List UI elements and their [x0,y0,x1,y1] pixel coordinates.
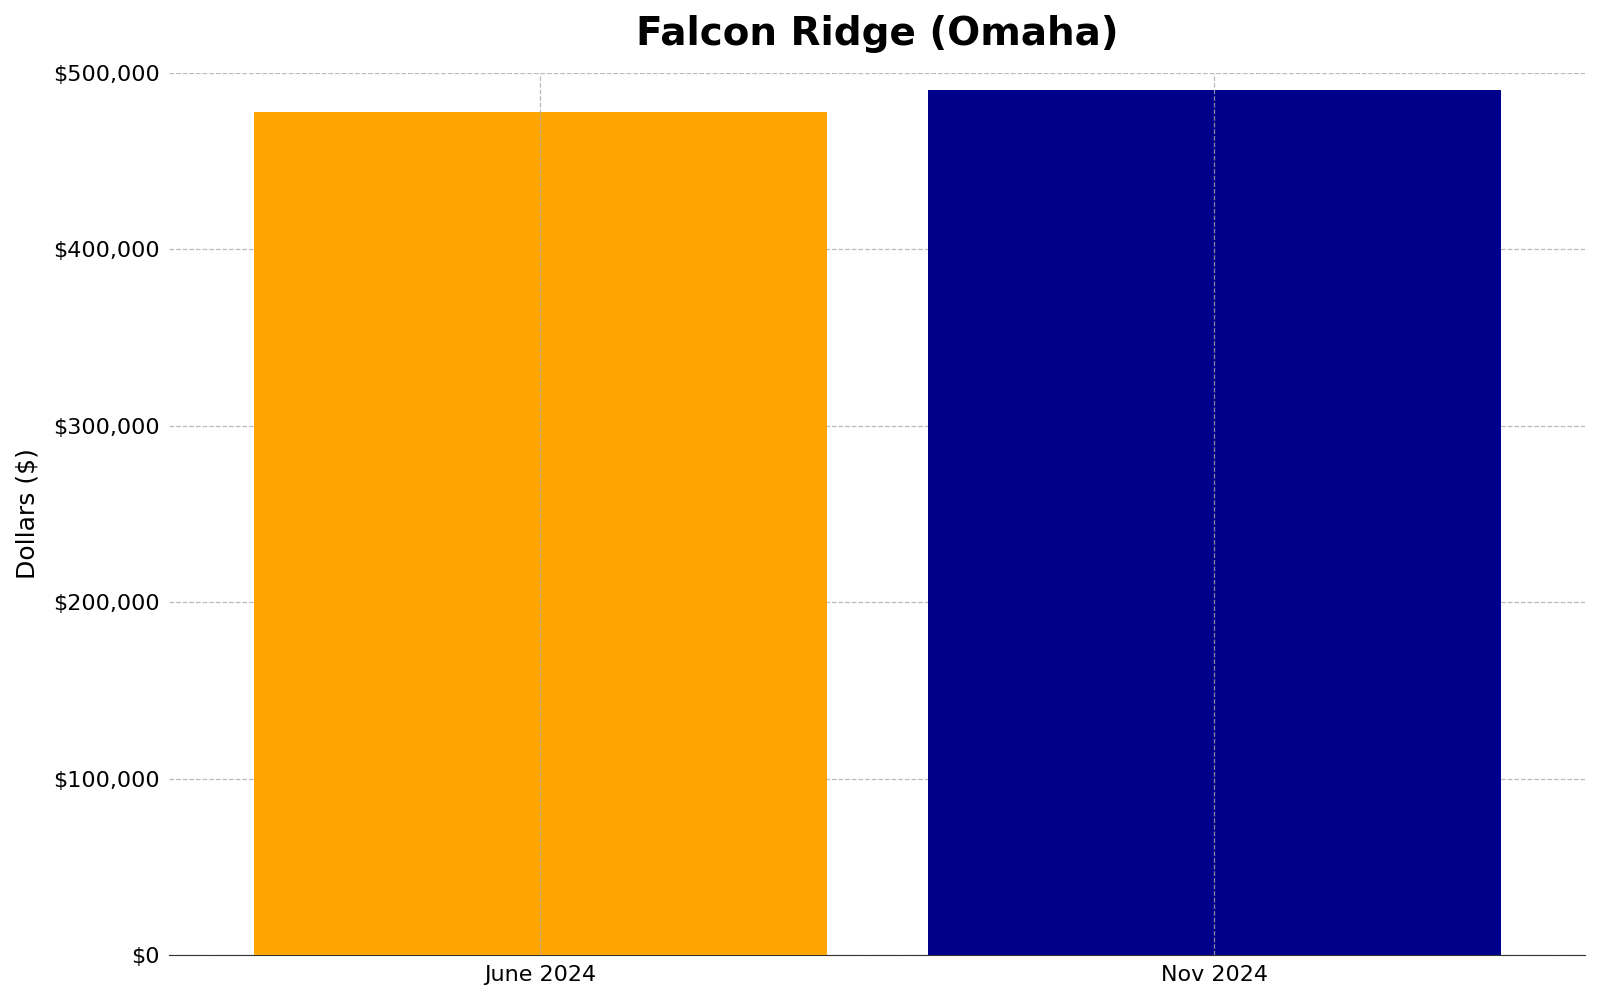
Bar [254,112,827,955]
Bar [928,90,1501,955]
Title: Falcon Ridge (Omaha): Falcon Ridge (Omaha) [635,15,1118,53]
Y-axis label: Dollars ($): Dollars ($) [14,449,38,579]
